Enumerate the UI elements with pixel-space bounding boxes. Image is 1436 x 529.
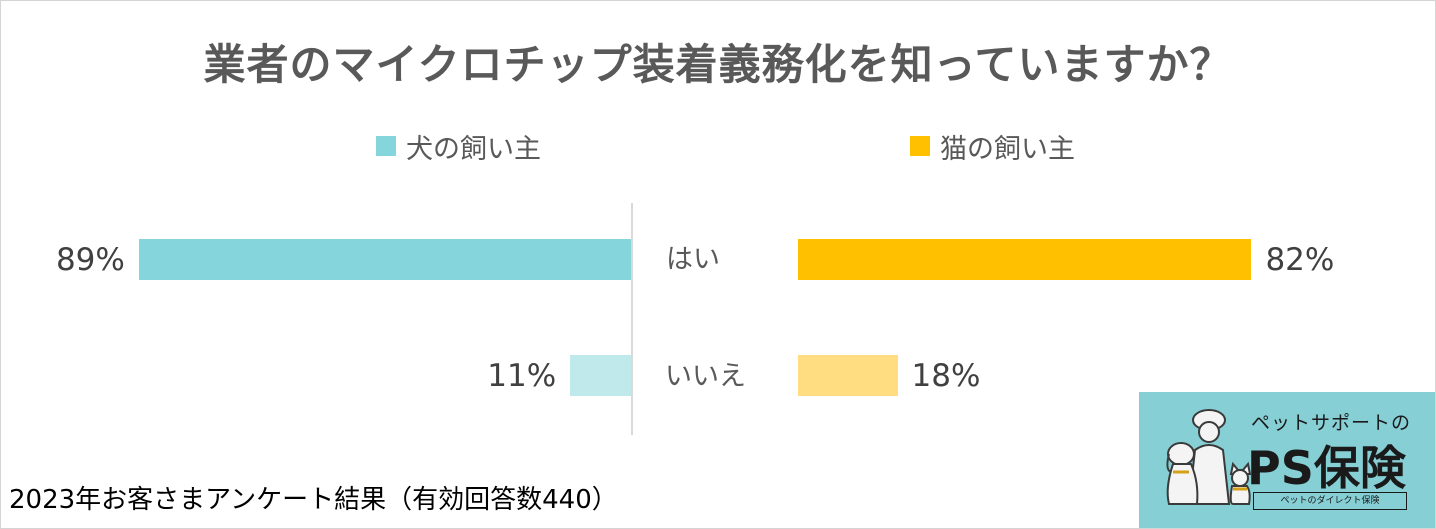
legend-label-cat: 猫の飼い主 [940, 133, 1075, 165]
legend-swatch-dog [376, 136, 396, 156]
logo-tagline: ペットサポートの [1251, 412, 1412, 434]
center-axis-line [631, 203, 633, 435]
legend-label-dog: 犬の飼い主 [406, 133, 541, 165]
bar-cat-yes [798, 239, 1252, 280]
chart-title: 業者のマイクロチップ装着義務化を知っていますか？ [203, 40, 1233, 89]
category-label-no: いいえ [665, 361, 746, 392]
pet-owner-illustration-icon [1166, 409, 1252, 505]
logo-name: PS保険 [1247, 441, 1406, 495]
bar-dog-no [570, 355, 631, 396]
value-label-dog-no: 11% [487, 357, 557, 394]
survey-footnote: 2023年お客さまアンケート結果（有効回答数440） [9, 485, 618, 515]
ps-insurance-logo: ペットサポートの PS保険 ペットのダイレクト保険 [1139, 392, 1435, 528]
legend-swatch-cat [910, 136, 930, 156]
bar-cat-no [798, 355, 898, 396]
category-label-yes: はい [666, 244, 720, 275]
value-label-dog-yes: 89% [55, 241, 125, 278]
legend-item-dog: 犬の飼い主 [376, 129, 541, 165]
legend-item-cat: 猫の飼い主 [910, 129, 1075, 165]
value-label-cat-yes: 82% [1265, 241, 1335, 278]
bar-dog-yes [138, 239, 631, 280]
value-label-cat-no: 18% [911, 357, 981, 394]
logo-subtitle: ペットのダイレクト保険 [1253, 492, 1407, 510]
